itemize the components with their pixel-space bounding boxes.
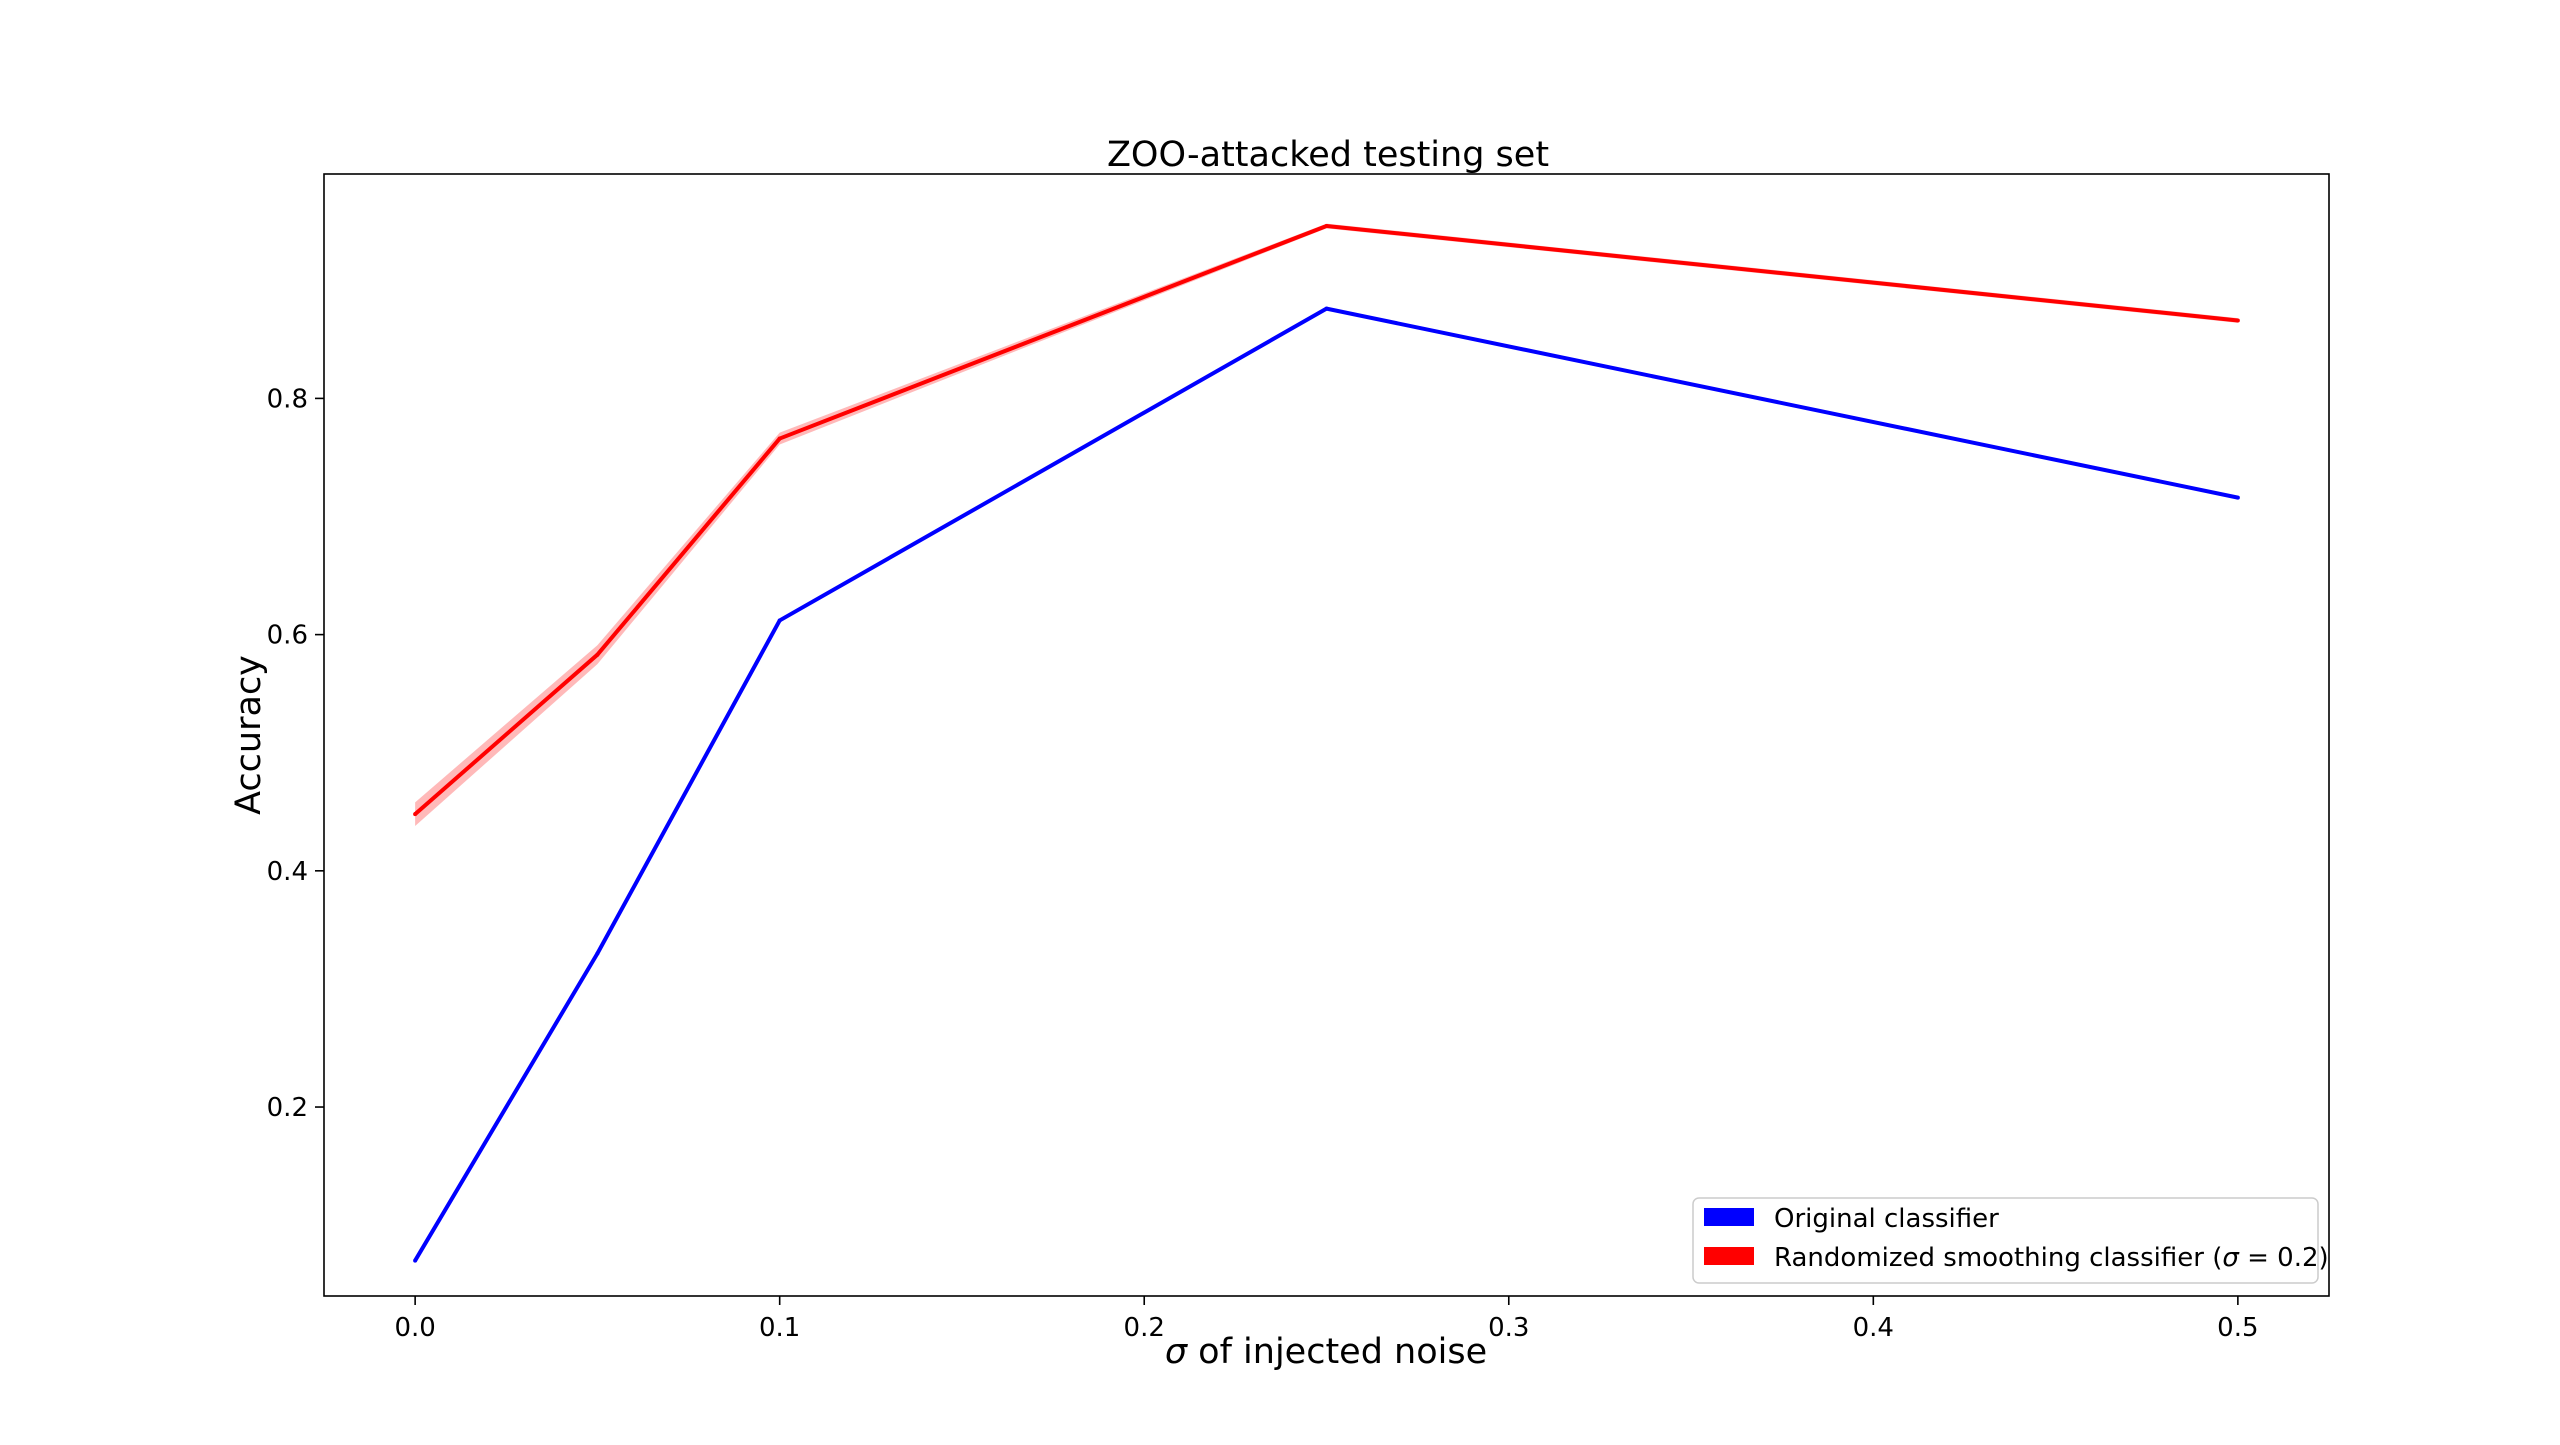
x-axis-label-symbol: σ [1165,1332,1189,1372]
legend: Original classifier Randomized smoothing… [1692,1197,2329,1284]
x-tick-label: 0.2 [1124,1313,1165,1343]
y-tick-label: 0.6 [267,621,308,651]
series-1-point-2 [777,436,782,441]
series-1-point-1 [595,652,600,657]
series-0-point-0 [413,1258,418,1263]
legend-label-randomized-symbol: σ [2222,1243,2240,1273]
y-tick-label: 0.8 [267,384,308,414]
x-tick-label: 0.5 [2217,1313,2258,1343]
series-1-point-0 [413,812,418,817]
series-0-point-1 [595,951,600,956]
legend-swatch-randomized [1704,1247,1754,1265]
plot-area-frame [323,173,2330,1297]
series-0-point-2 [777,618,782,623]
x-axis-label-text: of injected noise [1187,1332,1487,1372]
x-tick-label: 0.3 [1488,1313,1529,1343]
legend-label-original: Original classifier [1774,1204,1999,1234]
y-tick-label: 0.2 [267,1093,308,1123]
y-axis-label: Accuracy [229,655,269,815]
chart-title: ZOO-attacked testing set [1107,135,1549,175]
legend-swatch-original [1704,1208,1754,1226]
y-tick-label: 0.4 [267,857,308,887]
x-tick-label: 0.1 [759,1313,800,1343]
legend-label-randomized-suffix: = 0.2) [2239,1243,2329,1273]
axis-ticks: 0.0 0.1 0.2 0.3 0.4 0.5 0.2 0.4 0.6 0.8 [267,384,2259,1343]
x-tick-label: 0.0 [394,1313,435,1343]
x-tick-label: 0.4 [1853,1313,1894,1343]
series-1-point-3 [1324,223,1329,228]
legend-box [1692,1197,2319,1284]
series-1-point-4 [2235,318,2240,323]
series-0-point-3 [1324,306,1329,311]
series-lines [413,223,2240,1263]
legend-label-randomized: Randomized smoothing classifier (σ = 0.2… [1774,1243,2329,1273]
x-axis-label: σ of injected noise [1165,1332,1487,1372]
series-0-point-4 [2235,495,2240,500]
legend-label-randomized-prefix: Randomized smoothing classifier ( [1774,1243,2222,1273]
